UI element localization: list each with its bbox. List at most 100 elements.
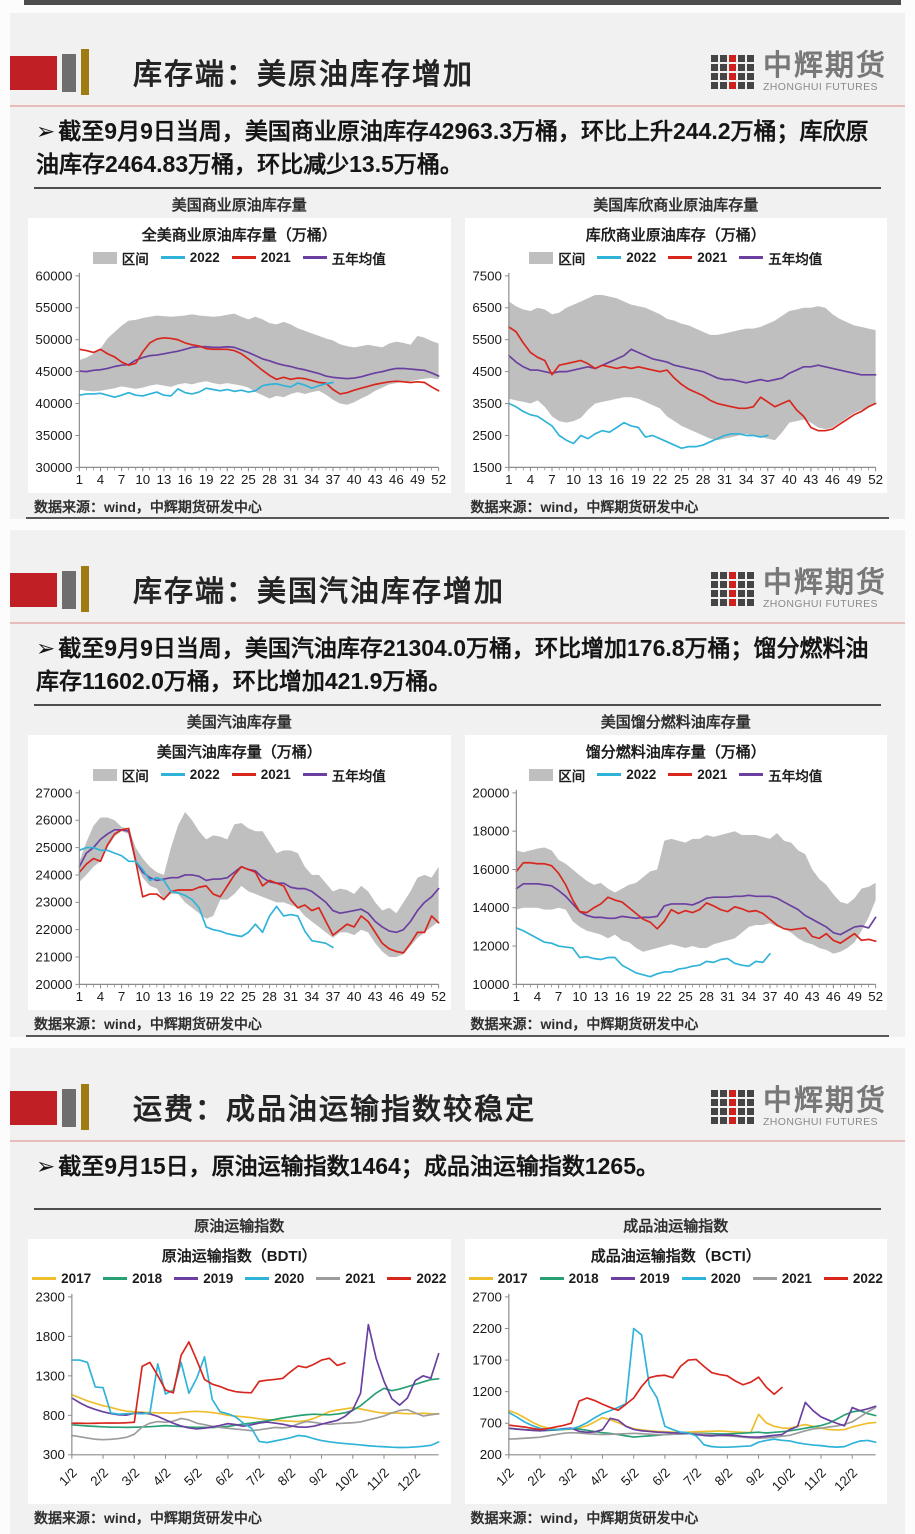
svg-text:1300: 1300 <box>35 1368 65 1383</box>
logo-grid-cell <box>719 572 727 579</box>
section-rule <box>34 1208 881 1210</box>
svg-text:22: 22 <box>652 472 667 487</box>
legend-band-swatch <box>92 768 117 781</box>
legend-item: 2020 <box>681 1271 741 1286</box>
svg-text:22000: 22000 <box>35 922 72 937</box>
svg-text:16: 16 <box>178 989 193 1004</box>
legend-line-swatch <box>103 1277 128 1280</box>
svg-text:34: 34 <box>738 472 753 487</box>
logo-grid-cell <box>710 73 718 80</box>
chart-legend: 区间 2022 2021 五年均值 <box>28 762 451 784</box>
svg-text:1: 1 <box>505 472 512 487</box>
svg-text:37: 37 <box>760 472 775 487</box>
svg-text:22: 22 <box>220 989 235 1004</box>
legend-band-swatch <box>92 251 117 264</box>
svg-text:11/2: 11/2 <box>364 1465 392 1493</box>
svg-text:13: 13 <box>593 989 608 1004</box>
chart-legend: 区间 2022 2021 五年均值 <box>465 245 888 267</box>
summary-text-content: 截至9月15日，原油运输指数1464；成品油运输指数1265。 <box>58 1153 659 1179</box>
chart-title: 美国商业原油库存量 <box>171 197 307 214</box>
zhonghui-logo-text: 中辉期货 ZHONGHUI FUTURES <box>763 51 887 93</box>
svg-text:1500: 1500 <box>472 460 502 475</box>
svg-text:10: 10 <box>135 472 150 487</box>
legend-line-swatch <box>387 1277 412 1280</box>
legend-label: 区间 <box>558 251 586 267</box>
legend-label: 2022 <box>416 1271 447 1286</box>
svg-text:7: 7 <box>118 989 125 1004</box>
svg-text:2700: 2700 <box>472 1289 502 1304</box>
svg-text:52: 52 <box>868 989 883 1004</box>
svg-text:49: 49 <box>847 989 862 1004</box>
page-title: 库存端：美国汽油库存增加 <box>133 576 506 608</box>
slide-crude-inventory: 库存端：美原油库存增加 中辉期货 ZHONGHUI FUTURES ➢ 截至9月9… <box>10 13 905 519</box>
svg-text:28: 28 <box>262 472 277 487</box>
svg-text:10: 10 <box>566 472 581 487</box>
svg-text:10/2: 10/2 <box>768 1465 797 1494</box>
svg-text:43: 43 <box>368 472 383 487</box>
chart-title: 原油运输指数 <box>194 1218 285 1235</box>
legend-item: 2022 <box>387 1271 446 1286</box>
logo-grid-cell <box>746 599 754 606</box>
accent-red-block <box>10 573 57 607</box>
logo-grid-cell <box>746 1090 754 1097</box>
svg-text:49: 49 <box>410 472 425 487</box>
bcti-freight-chart: 200 700 1200 1700 2200 2700 1/2 2/2 3/2 4/2 5/2 6/2… <box>465 1287 888 1504</box>
brand-name-en: ZHONGHUI FUTURES <box>762 81 878 93</box>
legend-label: 2021 <box>260 767 291 782</box>
chart-col-right: 美国库欣商业原油库存量 库欣商业原油库存（万桶） 区间 2022 2021 五年均值 … <box>464 191 888 517</box>
legend-band-swatch <box>529 768 554 781</box>
logo-grid-cell <box>719 599 727 606</box>
legend-item: 2018 <box>539 1271 599 1286</box>
svg-text:12000: 12000 <box>472 939 509 954</box>
logo-grid-cell <box>710 572 718 579</box>
header-accent-blocks <box>10 566 89 612</box>
svg-text:4: 4 <box>533 989 541 1004</box>
svg-text:55000: 55000 <box>35 300 72 315</box>
zhonghui-logo: 中辉期货 ZHONGHUI FUTURES <box>710 567 887 610</box>
svg-text:21000: 21000 <box>35 949 72 964</box>
svg-text:25: 25 <box>241 989 256 1004</box>
logo-grid-cell <box>746 581 754 588</box>
svg-text:200: 200 <box>479 1447 501 1462</box>
svg-text:52: 52 <box>431 989 446 1004</box>
svg-text:40: 40 <box>783 989 798 1004</box>
logo-grid-cell <box>719 55 727 62</box>
legend-item: 2022 <box>160 250 220 265</box>
chart-title: 美国汽油库存量 <box>186 714 292 731</box>
svg-text:1: 1 <box>512 989 519 1004</box>
svg-text:46: 46 <box>825 472 840 487</box>
logo-grid-cell <box>728 1099 736 1106</box>
legend-label: 2022 <box>189 767 220 782</box>
logo-grid-cell <box>710 64 718 71</box>
svg-text:40000: 40000 <box>35 396 72 411</box>
logo-grid-cell <box>746 64 754 71</box>
logo-grid-cell <box>737 64 745 71</box>
legend-label: 2019 <box>639 1271 670 1286</box>
legend-label: 2022 <box>852 1271 883 1286</box>
logo-grid-cell <box>710 1117 718 1124</box>
logo-grid-cell <box>719 581 727 588</box>
svg-text:6/2: 6/2 <box>649 1465 673 1489</box>
legend-label: 2019 <box>203 1271 234 1286</box>
data-source: 数据来源：wind，中辉期货研发中心 <box>34 499 262 516</box>
svg-text:40: 40 <box>781 472 796 487</box>
data-source: 数据来源：wind，中辉期货研发中心 <box>470 499 699 516</box>
logo-grid-cell <box>728 82 736 89</box>
svg-text:5/2: 5/2 <box>181 1465 205 1489</box>
logo-grid-cell <box>728 1090 736 1097</box>
svg-text:8/2: 8/2 <box>275 1465 299 1489</box>
svg-text:8/2: 8/2 <box>711 1465 735 1489</box>
logo-grid-cell <box>746 73 754 80</box>
svg-text:3/2: 3/2 <box>555 1465 579 1489</box>
svg-text:3/2: 3/2 <box>119 1465 143 1489</box>
us-distillate-inventory-chart: 10000 12000 14000 16000 18000 20000 1 4 7 10 13 16 1… <box>465 783 888 1010</box>
legend-item: 2018 <box>103 1271 162 1286</box>
svg-text:6500: 6500 <box>472 300 502 315</box>
svg-text:60000: 60000 <box>35 268 72 283</box>
accent-gray-block <box>62 1089 76 1127</box>
brand-name: 中辉期货 <box>762 567 887 599</box>
svg-text:7500: 7500 <box>472 268 502 283</box>
svg-text:2300: 2300 <box>35 1289 65 1304</box>
logo-grid-cell <box>710 590 718 597</box>
zhonghui-logo-text: 中辉期货 ZHONGHUI FUTURES <box>763 1086 887 1128</box>
